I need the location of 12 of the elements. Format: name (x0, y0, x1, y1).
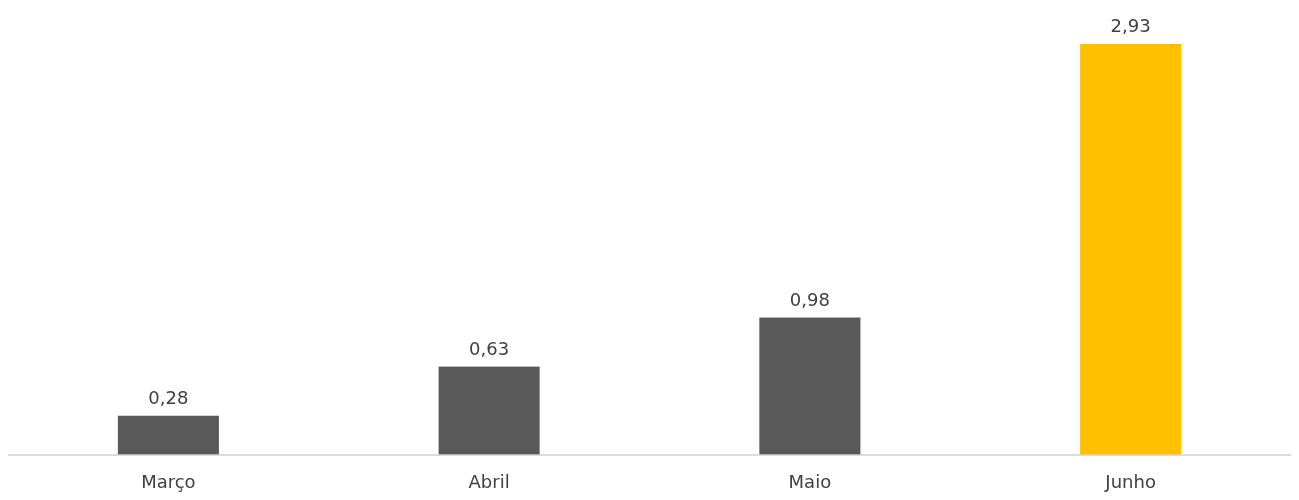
data-label: 0,63 (469, 337, 510, 359)
bar (1080, 44, 1182, 455)
x-tick-label: Março (141, 471, 196, 492)
bar (117, 415, 219, 455)
bar (438, 366, 540, 455)
data-label: 2,93 (1110, 15, 1151, 36)
data-label: 0,28 (148, 386, 189, 408)
bar (759, 317, 861, 455)
data-label: 0,98 (789, 288, 830, 310)
x-tick-label: Junho (1104, 471, 1156, 492)
x-tick-label: Maio (788, 471, 832, 492)
x-tick-label: Abril (468, 471, 510, 492)
